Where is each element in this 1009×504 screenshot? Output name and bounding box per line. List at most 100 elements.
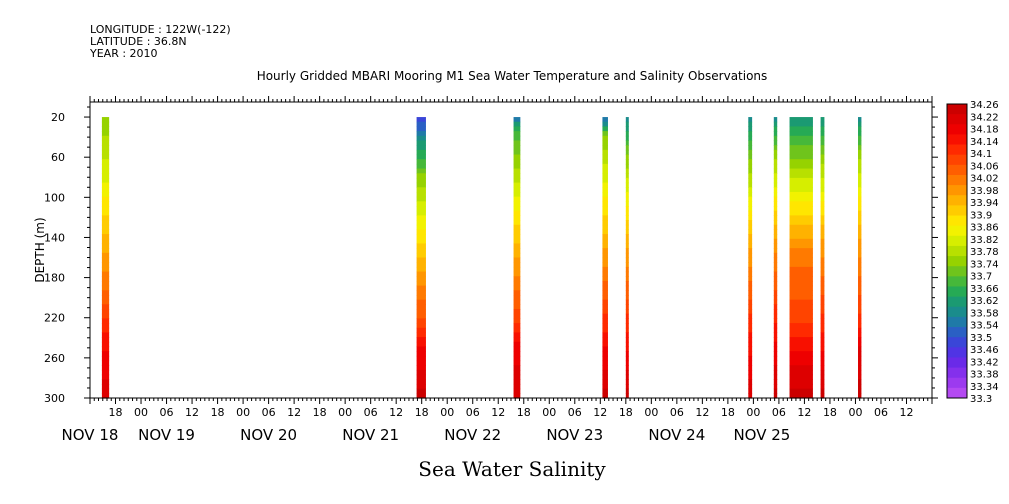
salinity-column — [101, 117, 110, 399]
salinity-cell — [748, 304, 753, 310]
salinity-cell — [416, 285, 426, 291]
salinity-cell — [773, 285, 778, 291]
salinity-cell — [789, 196, 813, 202]
salinity-cell — [101, 271, 110, 277]
colorbar-label: 33.98 — [970, 186, 999, 197]
salinity-cell — [773, 299, 778, 305]
salinity-cell — [858, 154, 862, 160]
salinity-cell — [416, 191, 426, 198]
salinity-cell — [858, 229, 862, 235]
salinity-cell — [625, 276, 629, 282]
salinity-cell — [513, 238, 521, 245]
salinity-cell — [513, 140, 521, 146]
salinity-cell — [820, 309, 825, 315]
salinity-cell — [602, 318, 608, 324]
salinity-cell — [101, 346, 110, 352]
salinity-cell — [101, 201, 110, 207]
colorbar-swatch — [947, 215, 967, 227]
salinity-cell — [748, 140, 753, 146]
salinity-cell — [820, 154, 825, 160]
y-tick-label: 260 — [44, 352, 65, 365]
salinity-cell — [513, 351, 521, 357]
salinity-cell — [789, 323, 813, 329]
salinity-cell — [858, 117, 862, 123]
salinity-column — [625, 117, 629, 399]
salinity-cell — [101, 220, 110, 226]
colorbar-swatch — [947, 296, 967, 308]
salinity-cell — [101, 313, 110, 319]
salinity-cell — [513, 224, 521, 231]
salinity-cell — [602, 234, 608, 240]
salinity-cell — [416, 355, 426, 362]
x-tick-label: 00 — [134, 406, 148, 419]
salinity-cell — [789, 257, 813, 263]
salinity-cell — [858, 121, 862, 128]
salinity-cell — [625, 145, 629, 151]
salinity-cell — [820, 280, 825, 287]
salinity-cell — [625, 182, 629, 188]
salinity-cell — [513, 290, 521, 296]
colorbar-label: 33.62 — [970, 296, 999, 307]
salinity-cell — [625, 238, 629, 245]
x-tick-label: 00 — [848, 406, 862, 419]
salinity-cell — [789, 154, 813, 160]
salinity-cell — [858, 393, 862, 399]
salinity-cell — [602, 187, 608, 193]
salinity-cell — [513, 262, 521, 268]
salinity-cell — [789, 351, 813, 357]
salinity-cell — [101, 243, 110, 249]
salinity-cell — [416, 276, 426, 282]
salinity-cell — [101, 191, 110, 198]
salinity-cell — [513, 117, 521, 123]
salinity-cell — [820, 117, 825, 123]
salinity-cell — [773, 290, 778, 296]
salinity-column — [789, 117, 813, 399]
salinity-cell — [858, 355, 862, 362]
salinity-cell — [101, 215, 110, 221]
salinity-cell — [416, 117, 426, 123]
salinity-cell — [748, 309, 753, 315]
salinity-cell — [773, 383, 778, 390]
salinity-cell — [748, 365, 753, 371]
salinity-cell — [748, 351, 753, 357]
salinity-cell — [416, 182, 426, 188]
salinity-cell — [789, 365, 813, 371]
x-tick-label: 12 — [185, 406, 199, 419]
salinity-cell — [820, 196, 825, 202]
salinity-cell — [858, 196, 862, 202]
salinity-cell — [513, 299, 521, 305]
salinity-cell — [789, 290, 813, 296]
date-label: NOV 20 — [240, 426, 297, 444]
salinity-cell — [416, 393, 426, 399]
salinity-cell — [748, 360, 753, 366]
salinity-cell — [820, 224, 825, 231]
salinity-cell — [513, 163, 521, 170]
salinity-cell — [416, 299, 426, 305]
salinity-cell — [858, 248, 862, 254]
salinity-cell — [416, 365, 426, 371]
salinity-cell — [625, 206, 629, 212]
salinity-cell — [748, 234, 753, 240]
salinity-cell — [858, 383, 862, 390]
y-tick-label: 180 — [44, 272, 65, 285]
salinity-cell — [625, 257, 629, 263]
salinity-cell — [858, 309, 862, 315]
colorbar-label: 33.94 — [970, 198, 999, 209]
salinity-cell — [602, 351, 608, 357]
x-tick-label: 06 — [262, 406, 276, 419]
salinity-cell — [625, 365, 629, 371]
salinity-cell — [820, 346, 825, 352]
x-tick-label: 12 — [389, 406, 403, 419]
salinity-cell — [820, 257, 825, 263]
x-tick-label: 12 — [287, 406, 301, 419]
salinity-cell — [820, 383, 825, 390]
salinity-cell — [513, 145, 521, 151]
salinity-cell — [773, 243, 778, 249]
salinity-cell — [773, 135, 778, 142]
salinity-cell — [602, 252, 608, 259]
salinity-cell — [602, 168, 608, 174]
salinity-cell — [773, 159, 778, 165]
salinity-cell — [748, 117, 753, 123]
salinity-cell — [820, 131, 825, 137]
salinity-cell — [789, 201, 813, 207]
